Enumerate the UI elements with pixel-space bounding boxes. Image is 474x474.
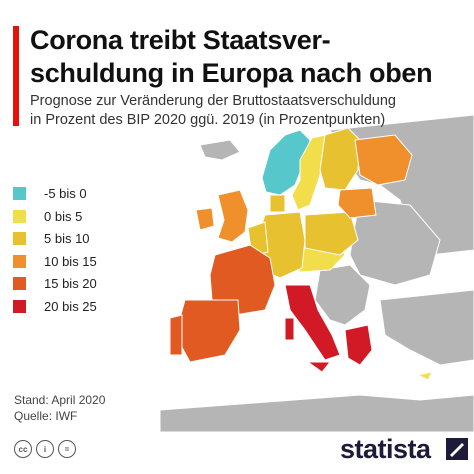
legend: -5 bis 0 0 bis 5 5 bis 10 10 bis 15 15 bis 2…: [13, 184, 173, 319]
legend-label: 15 bis 20: [44, 276, 97, 291]
region-iceland: [199, 139, 241, 161]
legend-item: 5 bis 10: [13, 229, 173, 248]
region-ireland: [195, 207, 215, 231]
region-italy: [284, 284, 341, 361]
legend-label: 20 bis 25: [44, 298, 97, 314]
region-cyprus: [416, 371, 433, 381]
title-line-1: Corona treibt Staatsver-: [30, 25, 331, 55]
region-denmark: [269, 194, 286, 213]
cc-icon[interactable]: cc: [14, 440, 32, 458]
region-finland: [319, 127, 361, 191]
region-baltics: [337, 187, 377, 219]
page-title: Corona treibt Staatsver- schuldung in Eu…: [30, 24, 470, 90]
legend-item: 10 bis 15: [13, 252, 173, 271]
region-sardinia: [284, 317, 295, 341]
region-portugal: [169, 314, 183, 356]
legend-swatch: [13, 299, 26, 313]
band-15-20: [169, 244, 276, 363]
region-poland: [304, 211, 359, 256]
region-greece: [344, 324, 373, 366]
legend-swatch: [13, 254, 26, 268]
subtitle-line-1: Prognose zur Veränderung der Bruttostaat…: [30, 93, 396, 109]
legend-label: -5 bis 0: [44, 186, 87, 201]
title-accent-bar: [13, 26, 19, 126]
legend-item: -5 bis 0: [13, 184, 173, 203]
header: Corona treibt Staatsver- schuldung in Eu…: [0, 0, 474, 140]
band-10-15: [195, 134, 413, 243]
region-balkans: [314, 264, 371, 326]
region-north-africa: [159, 394, 474, 433]
legend-label: 5 bis 10: [44, 231, 90, 246]
region-sicily: [306, 361, 332, 373]
statista-mark-icon: [446, 438, 468, 460]
source-note: Stand: April 2020 Quelle: IWF: [14, 392, 105, 424]
license-icons: cc i =: [14, 440, 80, 458]
legend-item: 15 bis 20: [13, 274, 173, 293]
subtitle-line-2: in Prozent des BIP 2020 ggü. 2019 (in Pr…: [30, 112, 386, 128]
nd-icon[interactable]: =: [58, 440, 76, 458]
region-caucasus-turkey: [379, 289, 474, 366]
source-quelle: Quelle: IWF: [14, 409, 78, 423]
region-uk: [217, 189, 249, 243]
legend-swatch: [13, 187, 26, 200]
title-line-2: schuldung in Europa nach oben: [30, 58, 433, 88]
region-france: [209, 244, 276, 316]
source-stand: Stand: April 2020: [14, 393, 106, 407]
region-russia-west: [354, 134, 413, 186]
by-icon[interactable]: i: [36, 440, 54, 458]
legend-label: 0 bis 5: [44, 208, 83, 224]
footer: cc i = statista: [0, 432, 474, 474]
band-20-25: [284, 284, 373, 373]
page-subtitle: Prognose zur Veränderung der Bruttostaat…: [30, 92, 470, 130]
legend-swatch: [13, 277, 26, 290]
legend-item: 20 bis 25: [13, 297, 173, 316]
legend-label: 10 bis 15: [44, 253, 97, 269]
region-spain: [177, 299, 241, 363]
no-data-land: [159, 114, 474, 433]
legend-swatch: [13, 232, 26, 245]
region-sweden: [291, 134, 326, 211]
legend-item: 0 bis 5: [13, 207, 173, 226]
statista-logo: statista: [340, 434, 431, 464]
legend-swatch: [13, 209, 26, 223]
